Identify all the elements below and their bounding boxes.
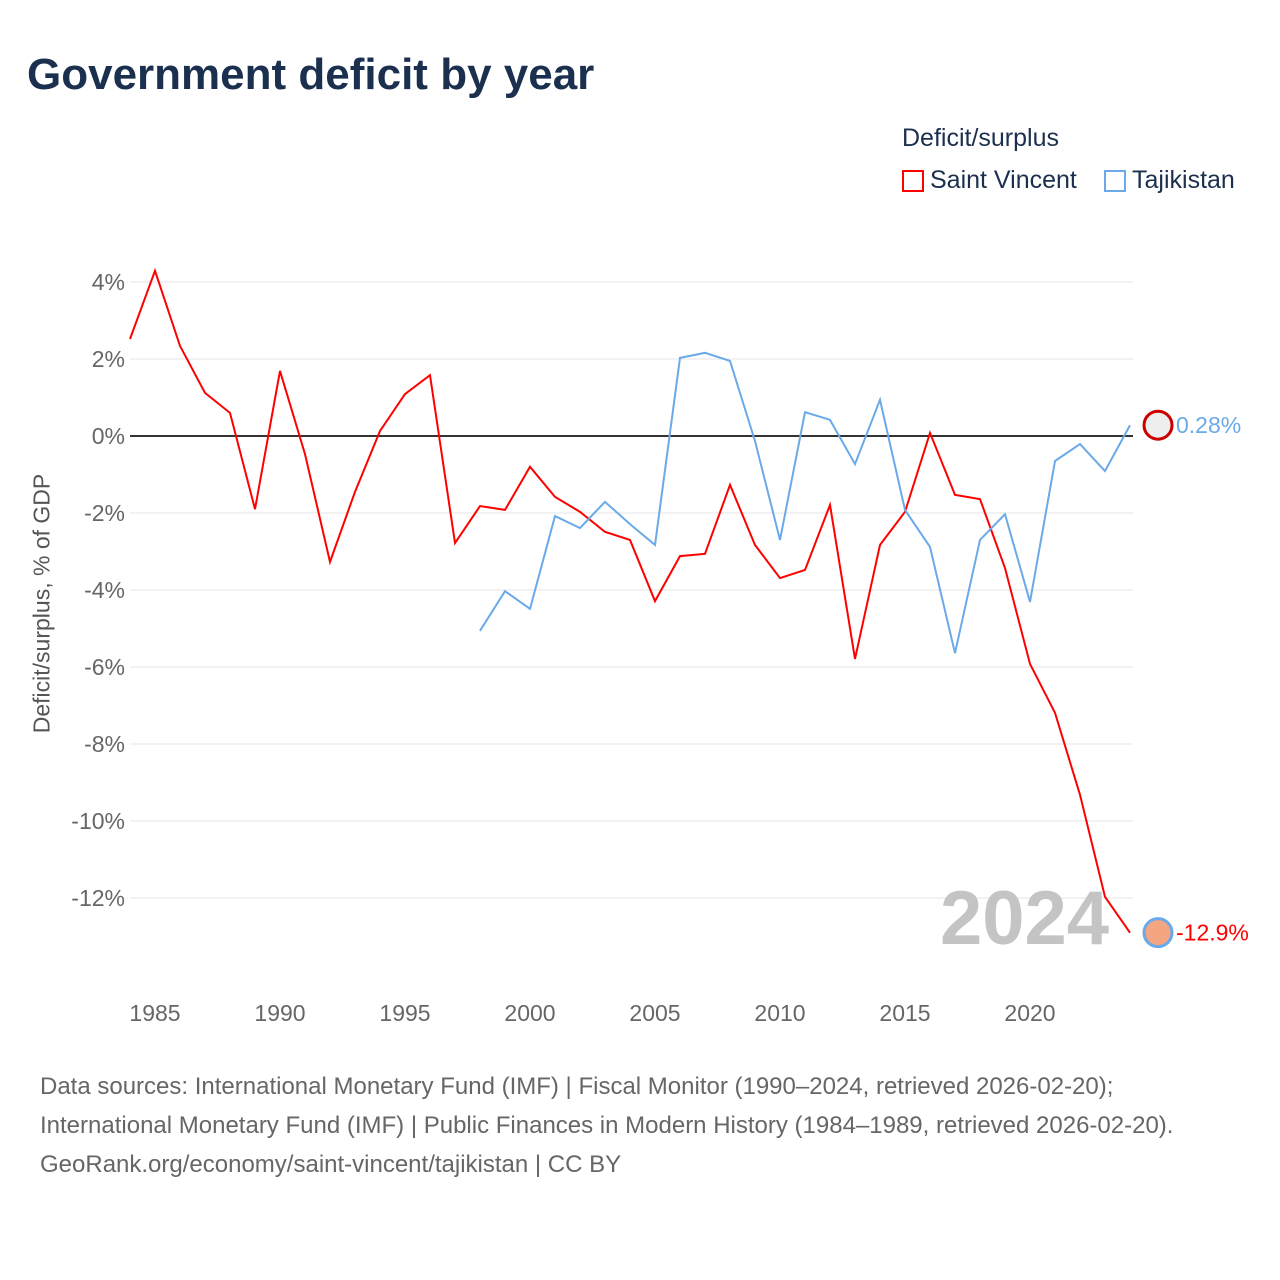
legend-item-saint-vincent[interactable]: Saint Vincent <box>902 166 1077 195</box>
legend-swatch <box>902 169 924 192</box>
x-tick-label: 1985 <box>129 1000 180 1026</box>
x-tick-label: 2020 <box>1004 1000 1055 1026</box>
legend-swatch <box>1104 169 1126 192</box>
x-tick-label: 2010 <box>754 1000 805 1026</box>
y-tick-label: -12% <box>71 885 125 911</box>
data-sources: Data sources: International Monetary Fun… <box>40 1073 1174 1139</box>
x-tick-label: 2015 <box>879 1000 930 1026</box>
series-line-saint-vincent <box>129 267 1131 934</box>
chart-title: Government deficit by year <box>27 50 595 99</box>
y-tick-label: -2% <box>84 500 125 526</box>
y-tick-label: -6% <box>84 654 125 680</box>
series-line-tajikistan <box>479 351 1131 654</box>
y-tick-label: -8% <box>84 731 125 757</box>
x-tick-label: 1995 <box>379 1000 430 1026</box>
y-tick-label: -10% <box>71 808 125 834</box>
flag-icon <box>1142 409 1174 441</box>
x-tick-label: 2000 <box>504 1000 555 1026</box>
y-tick-label: 2% <box>92 346 125 372</box>
x-tick-label: 2005 <box>629 1000 680 1026</box>
legend-label: Tajikistan <box>1132 166 1235 194</box>
footer: Data sources: International Monetary Fun… <box>40 1067 1240 1184</box>
end-label: 0.28% <box>1176 412 1241 438</box>
y-tick-label: 4% <box>92 269 125 295</box>
legend-label: Saint Vincent <box>930 166 1077 194</box>
legend-title: Deficit/surplus <box>902 124 1059 152</box>
y-tick-label: -4% <box>84 577 125 603</box>
x-tick-label: 1990 <box>254 1000 305 1026</box>
year-watermark: 2024 <box>940 876 1110 961</box>
y-tick-label: 0% <box>92 423 125 449</box>
flag-icon <box>1142 917 1174 949</box>
end-label: -12.9% <box>1176 920 1249 946</box>
legend-item-tajikistan[interactable]: Tajikistan <box>1104 166 1235 195</box>
credit-link[interactable]: GeoRank.org/economy/saint-vincent/tajiki… <box>40 1151 622 1178</box>
